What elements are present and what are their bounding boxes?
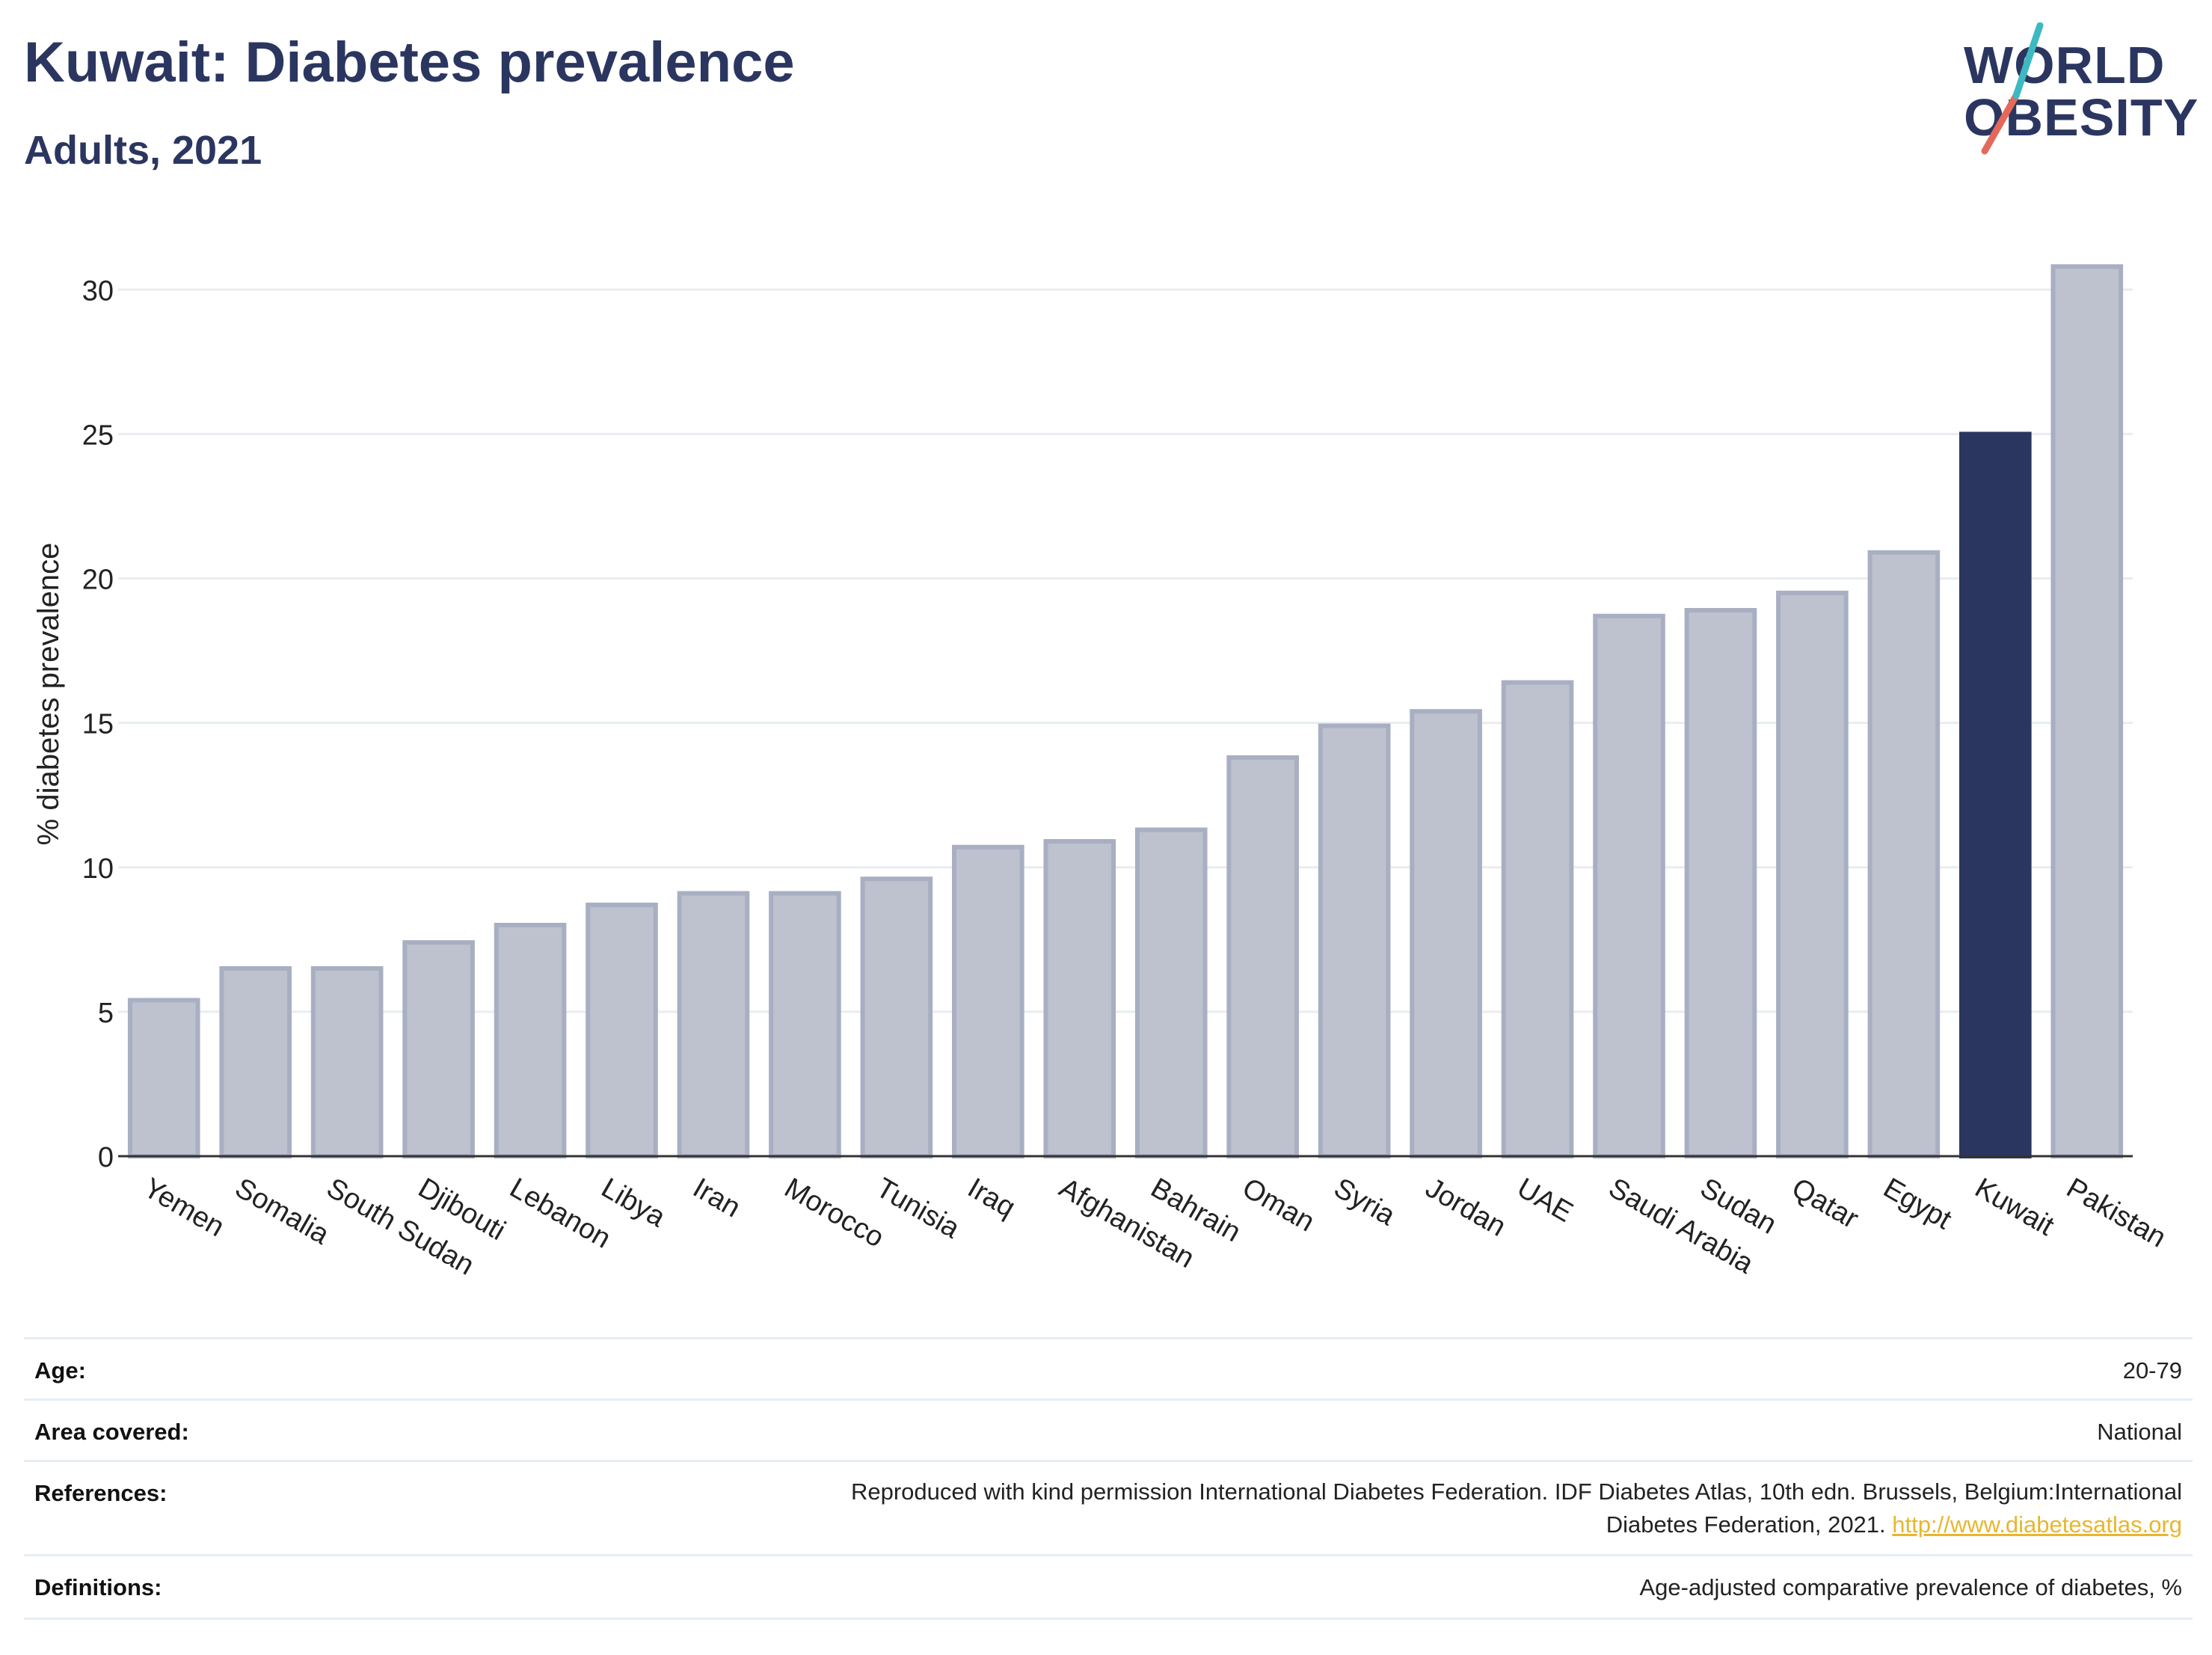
bar-morocco: [769, 891, 841, 1158]
chart-title: Kuwait: Diabetes prevalence: [24, 31, 795, 94]
x-tick-label: Lebanon: [505, 1172, 616, 1254]
references-label: References:: [34, 1480, 168, 1506]
bar-oman: [1226, 755, 1299, 1158]
definitions-label: Definitions:: [34, 1574, 162, 1600]
x-tick-label: Somalia: [230, 1172, 335, 1250]
bar-afghanistan: [1043, 838, 1116, 1158]
logo-slash-icon: [1981, 22, 2044, 155]
x-tick-label: Qatar: [1787, 1172, 1864, 1235]
bar-libya: [586, 902, 658, 1159]
x-tick-label: Morocco: [779, 1172, 889, 1253]
y-tick-label: 25: [82, 420, 114, 451]
y-tick-label: 10: [82, 853, 114, 885]
bar-iran: [677, 891, 750, 1158]
world-obesity-logo: WORLD OBESITY: [1952, 22, 2199, 157]
x-tick-label: Yemen: [138, 1172, 230, 1243]
bar-syria: [1318, 723, 1391, 1158]
x-tick-label: Syria: [1329, 1172, 1401, 1232]
x-tick-label: Iraq: [962, 1172, 1021, 1223]
meta-row-age: Age: 20-79: [24, 1337, 2193, 1401]
x-tick-label: Pakistan: [2061, 1172, 2171, 1253]
bar-somalia: [219, 965, 292, 1158]
bar-qatar: [1776, 590, 1849, 1158]
bar-iraq: [952, 844, 1024, 1159]
meta-row-definitions: Definitions: Age-adjusted comparative pr…: [24, 1554, 2193, 1620]
area-label: Area covered:: [34, 1419, 189, 1445]
age-value: 20-79: [2122, 1357, 2182, 1384]
bar-bahrain: [1134, 827, 1208, 1158]
x-tick-label: Egypt: [1878, 1172, 1957, 1235]
references-line-2: Diabetes Federation, 2021. http://www.di…: [851, 1508, 2182, 1541]
y-tick-label: 30: [82, 275, 114, 307]
bar-uae: [1501, 680, 1574, 1158]
bar-chart: 0 5 10 15 20 25 30 % diabetes prevalence Yemen…: [32, 264, 2172, 1282]
x-tick-label: Kuwait: [1970, 1172, 2059, 1242]
bar-kuwait: [1959, 432, 2032, 1158]
y-tick-label: 15: [82, 709, 114, 740]
x-tick-label: Oman: [1237, 1172, 1320, 1238]
bar-jordan: [1410, 709, 1482, 1158]
bar-yemen: [127, 998, 200, 1159]
bar-lebanon: [494, 923, 567, 1158]
y-axis-label: % diabetes prevalence: [32, 543, 65, 846]
age-label: Age:: [34, 1357, 86, 1384]
y-tick-label: 5: [98, 998, 114, 1029]
bar-sudan: [1684, 607, 1757, 1158]
area-value: National: [2097, 1419, 2182, 1445]
bar-saudi-arabia: [1593, 613, 1665, 1158]
x-tick-label: UAE: [1512, 1172, 1579, 1228]
references-link[interactable]: http://www.diabetesatlas.org: [1892, 1511, 2182, 1538]
meta-row-references: References: Reproduced with kind permiss…: [24, 1460, 2193, 1556]
x-tick-label: Iran: [687, 1172, 746, 1223]
y-tick-label: 0: [98, 1142, 114, 1173]
bar-tunisia: [860, 876, 933, 1158]
y-axis-ticks: 0 5 10 15 20 25 30: [82, 275, 114, 1173]
x-tick-label: Jordan: [1420, 1172, 1511, 1242]
chart-subtitle: Adults, 2021: [24, 128, 262, 173]
meta-row-area: Area covered: National: [24, 1398, 2193, 1462]
bar-pakistan: [2050, 264, 2124, 1159]
definitions-value: Age-adjusted comparative prevalence of d…: [1639, 1574, 2183, 1600]
y-tick-label: 20: [82, 565, 114, 596]
chart-bars: [127, 264, 2124, 1159]
bar-south-sudan: [310, 965, 384, 1158]
references-line-1: Reproduced with kind permission Internat…: [850, 1479, 2182, 1505]
bar-egypt: [1867, 550, 1941, 1158]
references-line-2-text: Diabetes Federation, 2021.: [1606, 1511, 1886, 1538]
logo-line-1: WORLD: [1964, 36, 2166, 94]
bar-djibouti: [402, 940, 475, 1158]
references-value: Reproduced with kind permission Internat…: [851, 1476, 2182, 1541]
